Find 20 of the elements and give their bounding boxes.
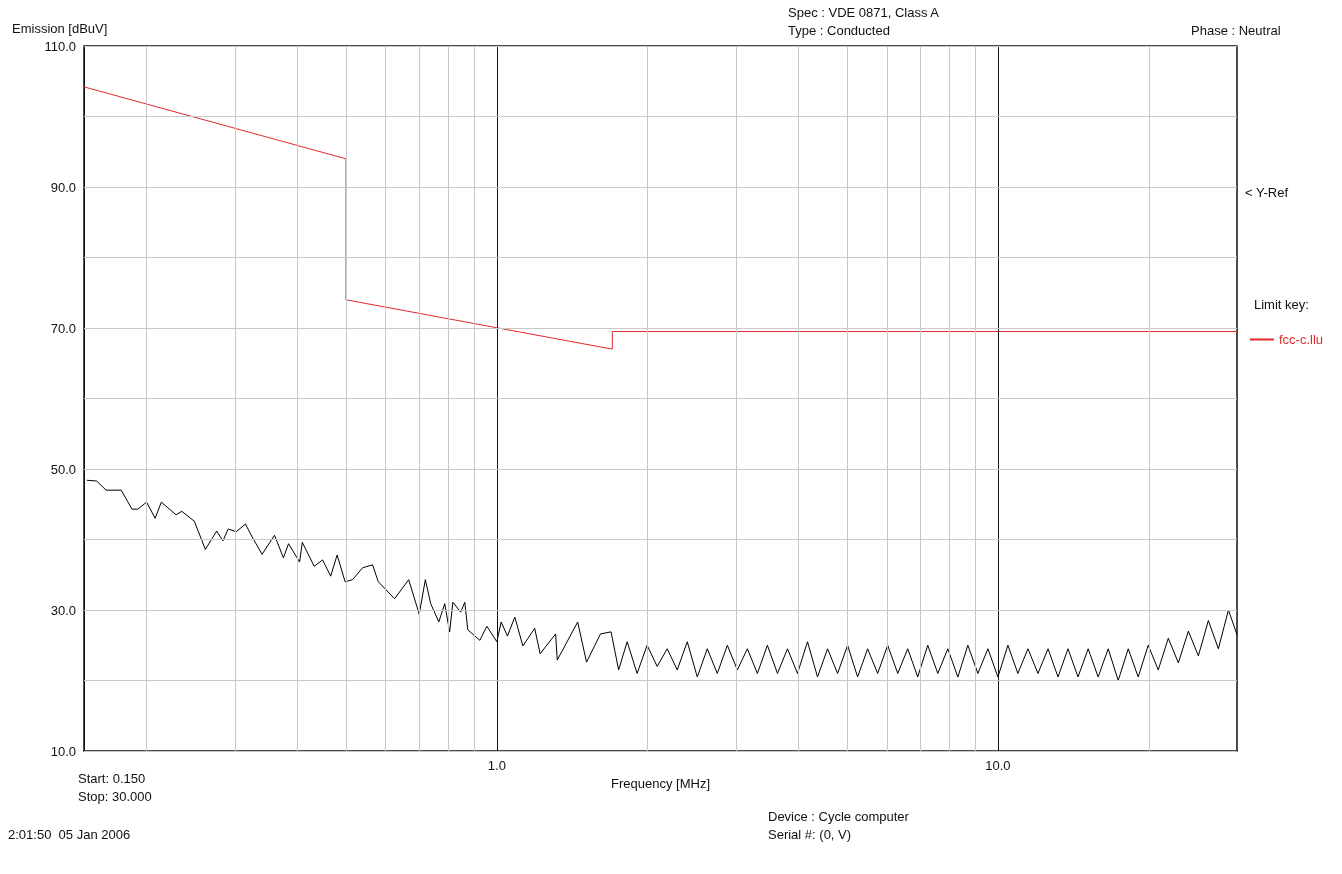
legend-label: fcc-c.llu [1278, 332, 1323, 347]
text: Start: 0.150 [78, 771, 146, 786]
text: 2:01:50 05 Jan 2006 [8, 827, 131, 842]
text: < Y-Ref [1245, 185, 1289, 200]
text: Phase : Neutral [1191, 23, 1281, 38]
x-axis-title: Frequency [MHz] [611, 775, 710, 791]
y-tick-label: 10.0 [50, 743, 76, 759]
y-tick-label: 110.0 [44, 38, 76, 54]
y-tick-label: 90.0 [50, 179, 76, 195]
y-tick-label: 30.0 [50, 602, 76, 618]
y-axis-title: Emission [dBuV] [12, 21, 108, 36]
text: Type : Conducted [788, 23, 890, 38]
text: Stop: 30.000 [78, 789, 152, 804]
text: Device : Cycle computer [768, 809, 910, 824]
y-tick-label: 70.0 [50, 320, 76, 336]
text: Spec : VDE 0871, Class A [788, 5, 940, 20]
text: Serial #: (0, V) [768, 827, 852, 842]
legend-title: Limit key: [1254, 297, 1309, 312]
y-tick-label: 50.0 [50, 461, 76, 477]
x-tick-label: 1.0 [487, 758, 506, 773]
